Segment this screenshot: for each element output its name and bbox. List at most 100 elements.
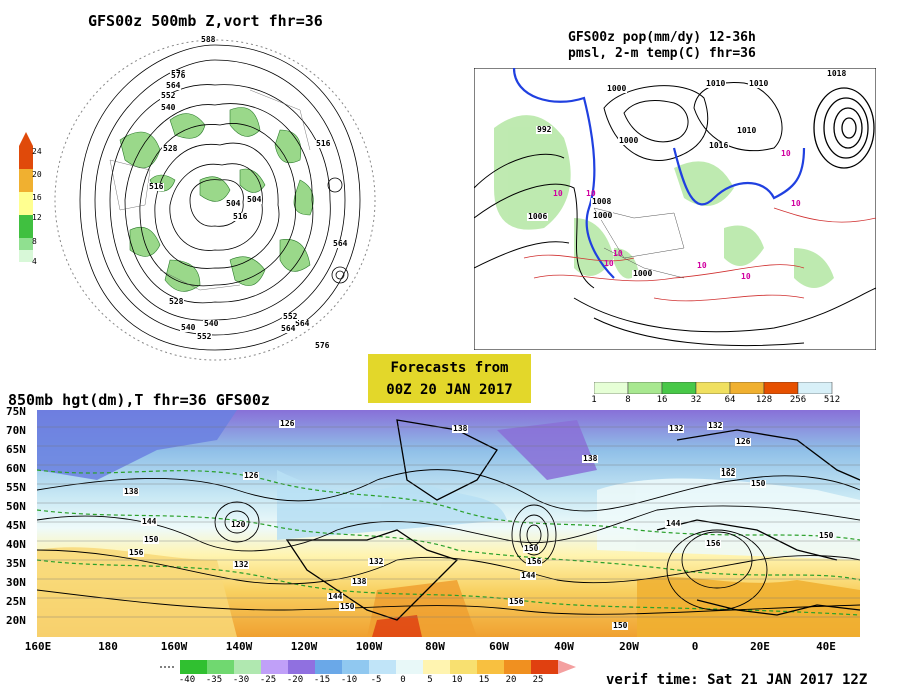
contour-label: 132 — [668, 424, 685, 433]
lon-label: 60W — [489, 640, 509, 653]
vort-tick: 20 — [32, 170, 42, 179]
contour-label: 144 — [665, 519, 682, 528]
contour-label: 156 — [526, 557, 543, 566]
temperature-colorbar — [160, 660, 576, 674]
lat-label: 30N — [6, 576, 26, 589]
pop-tick: 128 — [755, 395, 773, 405]
lat-label: 40N — [6, 538, 26, 551]
contour-label: 138 — [452, 424, 469, 433]
pop-tick: 1 — [591, 395, 597, 405]
lat-label: 50N — [6, 500, 26, 513]
contour-label: 576 — [314, 341, 331, 350]
panel-pop-title: GFS00z pop(mm/dy) 12-36h pmsl, 2-m temp(… — [568, 30, 756, 62]
contour-label: 138 — [582, 454, 599, 463]
temp-tick: 10 — [451, 675, 463, 685]
contour-label: 144 — [327, 592, 344, 601]
pop-tick: 8 — [625, 395, 631, 405]
contour-label: 126 — [243, 471, 260, 480]
temp-tick: -30 — [232, 675, 250, 685]
panel-500mb-title: GFS00z 500mb Z,vort fhr=36 — [88, 12, 323, 30]
contour-label: 552 — [160, 91, 177, 100]
temp-tick: -40 — [178, 675, 196, 685]
temp-tick: 20 — [505, 675, 517, 685]
lon-label: 80W — [425, 640, 445, 653]
lon-label: 160W — [160, 640, 188, 653]
contour-label: 150 — [339, 602, 356, 611]
contour-label: 126 — [279, 419, 296, 428]
contour-label: 1000 — [592, 211, 614, 220]
contour-label: 564 — [280, 324, 297, 333]
pop-tick: 256 — [789, 395, 807, 405]
contour-label: 10 — [613, 249, 623, 258]
contour-label: 132 — [233, 560, 250, 569]
temp-tick: 5 — [427, 675, 433, 685]
temp-tick: -15 — [313, 675, 331, 685]
forecast-box-line1: Forecasts from — [390, 360, 509, 376]
lon-label: 120W — [290, 640, 318, 653]
contour-label: 504 — [225, 199, 242, 208]
contour-label: 564 — [165, 81, 182, 90]
contour-label: 504 — [246, 195, 263, 204]
contour-label: 162 — [720, 469, 737, 478]
forecast-box-line2: 00Z 20 JAN 2017 — [386, 382, 513, 398]
vorticity-colorbar — [19, 132, 33, 262]
contour-label: 1000 — [618, 136, 640, 145]
pop-tick: 32 — [690, 395, 702, 405]
contour-label: 150 — [612, 621, 629, 630]
contour-label: 1008 — [591, 197, 613, 206]
contour-label: 1010 — [748, 79, 770, 88]
panel-850mb-title: 850mb hgt(dm),T fhr=36 GFS00z — [8, 391, 270, 409]
map-850mb — [37, 410, 860, 637]
contour-label: 992 — [536, 125, 553, 134]
lon-label: 160E — [24, 640, 52, 653]
contour-label: 150 — [818, 531, 835, 540]
lon-label: 180 — [98, 640, 118, 653]
lat-label: 35N — [6, 557, 26, 570]
temp-tick: -5 — [370, 675, 382, 685]
vort-tick: 12 — [32, 213, 42, 222]
contour-label: 10 — [586, 189, 596, 198]
contour-label: 1010 — [736, 126, 758, 135]
pop-tick: 512 — [823, 395, 841, 405]
lat-label: 70N — [6, 424, 26, 437]
vort-tick: 4 — [32, 257, 37, 266]
contour-label: 10 — [741, 272, 751, 281]
panel-pop-title-line2: pmsl, 2-m temp(C) fhr=36 — [568, 46, 756, 61]
contour-label: 144 — [141, 517, 158, 526]
contour-label: 156 — [705, 539, 722, 548]
contour-label: 564 — [332, 239, 349, 248]
lat-label: 60N — [6, 462, 26, 475]
contour-label: 10 — [604, 259, 614, 268]
contour-label: 564 — [294, 319, 311, 328]
lon-label: 20E — [750, 640, 770, 653]
temp-tick: 0 — [400, 675, 406, 685]
pop-tick: 16 — [656, 395, 668, 405]
vort-tick: 16 — [32, 193, 42, 202]
vort-tick: 8 — [32, 237, 37, 246]
contour-label: 150 — [750, 479, 767, 488]
lon-label: 20W — [619, 640, 639, 653]
temp-tick: -20 — [286, 675, 304, 685]
contour-label: 126 — [735, 437, 752, 446]
lat-label: 55N — [6, 481, 26, 494]
contour-label: 540 — [180, 323, 197, 332]
contour-label: 516 — [315, 139, 332, 148]
temp-tick: -35 — [205, 675, 223, 685]
temp-tick: 15 — [478, 675, 490, 685]
contour-label: 552 — [196, 332, 213, 341]
lat-label: 65N — [6, 443, 26, 456]
contour-label: 1000 — [606, 84, 628, 93]
lon-label: 40E — [816, 640, 836, 653]
contour-label: 1000 — [632, 269, 654, 278]
lon-label: 140W — [225, 640, 253, 653]
contour-label: 576 — [170, 71, 187, 80]
lat-label: 75N — [6, 405, 26, 418]
contour-label: 528 — [168, 297, 185, 306]
contour-label: 132 — [368, 557, 385, 566]
contour-label: 156 — [128, 548, 145, 557]
contour-label: 1006 — [527, 212, 549, 221]
contour-label: 120 — [230, 520, 247, 529]
panel-pop-title-line1: GFS00z pop(mm/dy) 12-36h — [568, 30, 756, 45]
verification-time: verif time: Sat 21 JAN 2017 12Z — [606, 672, 868, 688]
contour-label: 156 — [508, 597, 525, 606]
